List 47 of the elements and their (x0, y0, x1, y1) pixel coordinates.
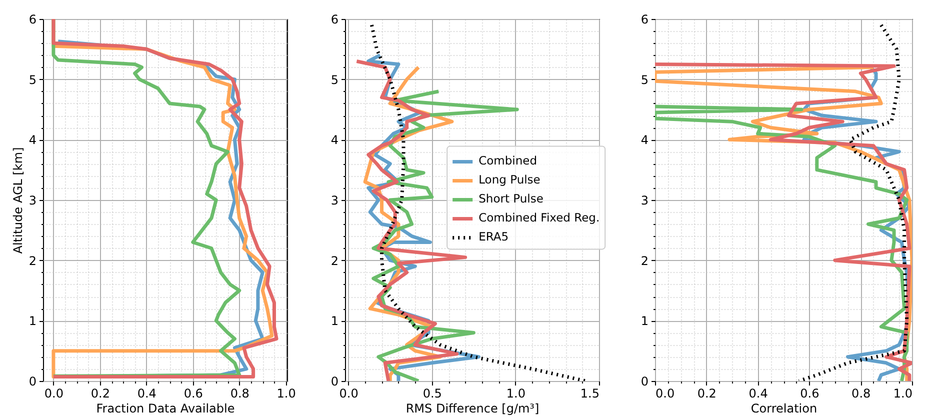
y-tick-label: 6 (640, 12, 648, 26)
x-tick-label: 0.0 (339, 386, 358, 400)
y-axis-title: Altitude AGL [km] (10, 147, 25, 254)
y-tick-label: 3 (28, 194, 36, 208)
x-tick-label: 0.6 (184, 386, 203, 400)
x-axis-title: RMS Difference [g/m³] (406, 402, 540, 416)
x-tick-label: 1.0 (893, 386, 912, 400)
x-tick-label: 0.2 (90, 386, 110, 400)
y-tick-label: 2 (28, 254, 36, 268)
x-tick-label: 0.0 (656, 386, 675, 400)
y-tick-label: 2 (640, 254, 648, 268)
x-tick-label: 0.4 (137, 386, 156, 400)
y-tick-label: 5 (330, 72, 338, 87)
y-tick-label: 4 (640, 133, 648, 148)
y-tick-label: 6 (330, 12, 338, 26)
x-tick-label: 1.0 (276, 386, 296, 400)
x-tick-label: 0.2 (697, 386, 716, 400)
x-tick-label: 0.8 (230, 386, 250, 400)
y-tick-label: 1 (28, 314, 36, 328)
y-tick-label: 4 (28, 133, 36, 148)
y-tick-label: 3 (330, 194, 338, 208)
x-tick-label: 0.8 (852, 386, 871, 400)
y-tick-label: 5 (640, 72, 648, 87)
legend-label: ERA5 (478, 230, 509, 244)
y-tick-label: 1 (330, 314, 338, 328)
line-series (354, 59, 468, 381)
y-tick-label: 0 (640, 374, 648, 388)
y-tick-label: 5 (28, 72, 36, 87)
x-tick-label: 0.5 (422, 386, 442, 400)
y-tick-label: 3 (640, 194, 648, 208)
x-tick-label: 0.0 (44, 386, 64, 400)
x-tick-label: 0.4 (748, 386, 768, 400)
y-tick-label: 4 (330, 133, 338, 148)
y-tick-label: 6 (28, 12, 36, 26)
x-tick-label: 0.6 (800, 386, 820, 400)
x-tick-label: 1.0 (506, 386, 526, 400)
y-tick-label: 2 (330, 254, 338, 268)
y-tick-label: 1 (640, 314, 648, 328)
x-tick-label: 1.5 (580, 386, 600, 400)
y-tick-label: 0 (28, 374, 36, 388)
y-tick-label: 0 (330, 374, 338, 388)
x-axis-title: Fraction Data Available (96, 402, 235, 416)
legend-label: Combined Fixed Reg. (478, 210, 600, 225)
legend-label: Long Pulse (478, 172, 540, 187)
x-axis-title: Correlation (750, 402, 818, 416)
legend-label: Short Pulse (478, 192, 544, 206)
legend-label: Combined (478, 154, 538, 168)
